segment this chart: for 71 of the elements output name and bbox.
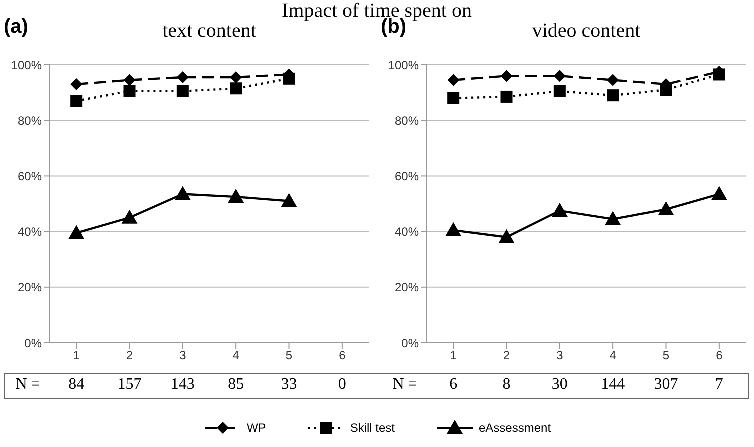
point [230,82,242,95]
point [176,85,189,98]
y-tick-label: 0% [402,336,420,350]
point [554,85,566,98]
y-tick-label: 0% [24,336,42,350]
point [448,74,460,86]
x-tick-label: 4 [232,348,240,363]
text: 6 [448,376,459,394]
x-tick-label: 4 [610,348,617,363]
point [554,70,566,82]
point [230,72,242,84]
point [174,186,191,200]
x-tick-label: 1 [450,348,458,363]
point [498,229,515,244]
x-tick-label: 5 [286,348,293,363]
point [607,74,620,86]
x-tick-label: 2 [126,348,134,363]
text: 0 [337,376,348,394]
x-tick-label: 3 [180,348,187,363]
point [122,210,138,224]
y-tick-label: 20% [394,280,420,295]
y-tick-label: 60% [18,169,42,184]
point [446,222,462,236]
text: 307 [653,376,680,394]
point [70,95,83,108]
point [607,90,620,102]
text: (a) [4,16,28,39]
point [124,74,136,86]
point [605,211,622,226]
point [70,78,83,90]
point [124,85,136,98]
text: 84 [68,376,86,394]
y-tick-label: 40% [18,225,42,240]
point [281,193,298,208]
point [228,189,244,204]
x-tick-label: 3 [556,348,564,363]
y-tick-label: 80% [394,114,420,128]
legend-label: Skill test [350,421,395,435]
text: N = [14,376,42,394]
point [711,186,728,200]
y-tick-label: 60% [394,169,420,184]
point [500,70,513,82]
y-tick-label: 100% [11,58,42,72]
x-tick-label: 2 [503,348,510,363]
y-tick-label: 40% [394,225,420,240]
text: 143 [170,376,196,394]
text: 144 [600,376,626,394]
text: N = [392,376,418,394]
text: 8 [502,376,512,394]
point [176,72,189,84]
y-tick-label: 80% [18,114,42,128]
chart-subtitle: text content [162,20,256,42]
text: 33 [280,376,298,394]
text: 85 [227,376,246,394]
x-tick-label: 6 [716,348,724,363]
point [448,92,460,104]
x-tick-label: 5 [662,348,670,363]
y-tick-label: 20% [18,280,42,295]
text: 30 [550,376,569,394]
point [658,202,674,216]
point [68,225,85,240]
point [500,90,513,103]
y-tick-label: 100% [388,58,420,72]
legend-label: WP [246,421,266,435]
text: 157 [116,376,143,394]
text: 7 [714,376,724,394]
legend-label: eAssessment [479,421,552,435]
x-tick-label: 6 [339,348,346,363]
x-tick-label: 1 [73,348,80,363]
point [552,202,568,217]
chart-subtitle: video content [532,20,641,42]
